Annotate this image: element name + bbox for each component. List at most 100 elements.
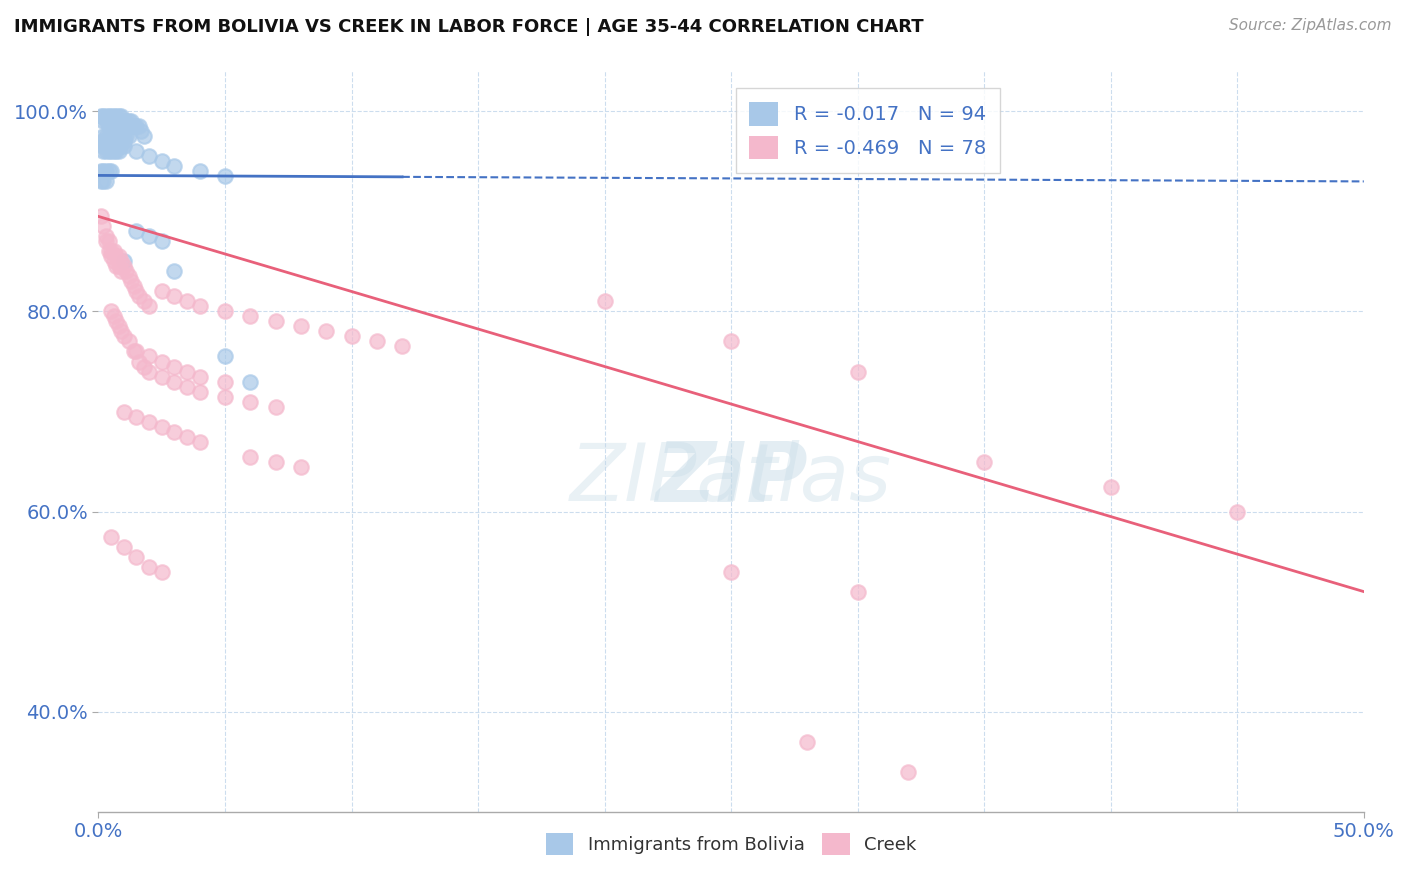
Point	[188, 384, 211, 399]
Point	[340, 329, 363, 343]
Point	[846, 364, 869, 378]
Point	[94, 109, 117, 123]
Point	[125, 145, 148, 159]
Point	[105, 114, 128, 128]
Point	[110, 254, 132, 268]
Point	[138, 364, 160, 378]
Point	[100, 530, 122, 544]
Point	[107, 120, 129, 134]
Point	[163, 289, 186, 303]
Point	[120, 114, 142, 128]
Point	[107, 260, 129, 274]
Point	[176, 364, 198, 378]
Point	[120, 120, 142, 134]
Point	[115, 129, 138, 144]
Point	[138, 300, 160, 314]
Point	[163, 425, 186, 439]
Point	[112, 135, 135, 149]
Point	[897, 764, 920, 779]
Point	[94, 135, 117, 149]
Point	[110, 135, 132, 149]
Point	[118, 114, 141, 128]
Point	[125, 120, 148, 134]
Point	[118, 120, 141, 134]
Text: Source: ZipAtlas.com: Source: ZipAtlas.com	[1229, 18, 1392, 33]
Point	[188, 300, 211, 314]
Point	[138, 149, 160, 163]
Point	[132, 359, 155, 374]
Point	[103, 109, 125, 123]
Point	[97, 164, 120, 178]
Point	[125, 549, 148, 564]
Point	[112, 139, 135, 153]
Text: IMMIGRANTS FROM BOLIVIA VS CREEK IN LABOR FORCE | AGE 35-44 CORRELATION CHART: IMMIGRANTS FROM BOLIVIA VS CREEK IN LABO…	[14, 18, 924, 36]
Point	[391, 339, 413, 353]
Point	[90, 109, 112, 123]
Point	[105, 135, 128, 149]
Point	[188, 434, 211, 449]
Point	[290, 459, 312, 474]
Point	[100, 120, 122, 134]
Point	[846, 584, 869, 599]
Point	[973, 454, 995, 468]
Point	[115, 114, 138, 128]
Point	[122, 279, 145, 293]
Point	[93, 219, 115, 234]
Point	[110, 114, 132, 128]
Point	[125, 285, 148, 299]
Point	[103, 120, 125, 134]
Point	[110, 109, 132, 123]
Point	[132, 129, 155, 144]
Point	[110, 120, 132, 134]
Point	[163, 264, 186, 278]
Point	[94, 114, 117, 128]
Point	[103, 114, 125, 128]
Point	[100, 109, 122, 123]
Point	[97, 235, 120, 249]
Point	[264, 400, 287, 414]
Point	[112, 129, 135, 144]
Point	[239, 375, 262, 389]
Text: ZIP: ZIP	[655, 438, 807, 519]
Point	[150, 369, 173, 384]
Point	[112, 404, 135, 418]
Point	[163, 375, 186, 389]
Point	[103, 310, 125, 324]
Point	[110, 264, 132, 278]
Point	[128, 120, 150, 134]
Point	[93, 135, 115, 149]
Point	[103, 124, 125, 138]
Point	[214, 350, 236, 364]
Point	[112, 120, 135, 134]
Point	[118, 334, 141, 349]
Point	[118, 269, 141, 284]
Point	[94, 129, 117, 144]
Point	[94, 235, 117, 249]
Point	[105, 109, 128, 123]
Point	[107, 109, 129, 123]
Point	[107, 135, 129, 149]
Point	[188, 369, 211, 384]
Point	[94, 229, 117, 244]
Point	[97, 145, 120, 159]
Point	[105, 260, 128, 274]
Point	[239, 310, 262, 324]
Legend: Immigrants from Bolivia, Creek: Immigrants from Bolivia, Creek	[531, 818, 931, 870]
Point	[93, 139, 115, 153]
Point	[176, 429, 198, 443]
Point	[128, 289, 150, 303]
Point	[115, 120, 138, 134]
Point	[214, 390, 236, 404]
Point	[90, 174, 112, 188]
Point	[97, 129, 120, 144]
Point	[290, 319, 312, 334]
Point	[97, 114, 120, 128]
Point	[150, 285, 173, 299]
Point	[132, 294, 155, 309]
Point	[107, 129, 129, 144]
Point	[103, 139, 125, 153]
Point	[107, 319, 129, 334]
Point	[125, 224, 148, 238]
Point	[150, 154, 173, 169]
Point	[125, 409, 148, 424]
